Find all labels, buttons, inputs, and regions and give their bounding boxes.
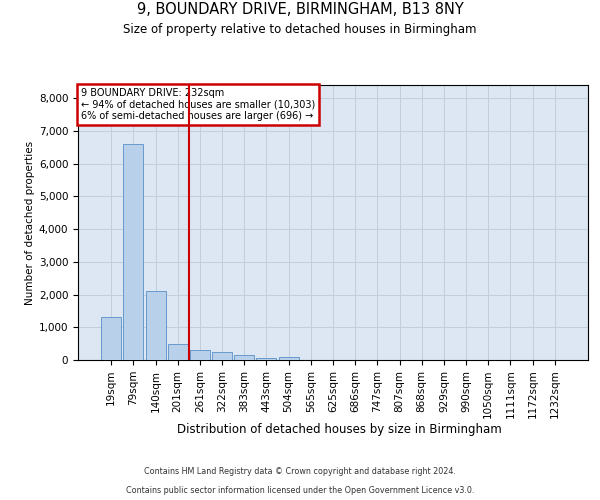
Bar [168,344,188,360]
Y-axis label: Number of detached properties: Number of detached properties [25,140,35,304]
Text: Contains public sector information licensed under the Open Government Licence v3: Contains public sector information licen… [126,486,474,495]
Text: Size of property relative to detached houses in Birmingham: Size of property relative to detached ho… [123,22,477,36]
Bar [234,355,254,360]
Bar [212,352,232,360]
Bar [190,350,210,360]
Text: Distribution of detached houses by size in Birmingham: Distribution of detached houses by size … [176,422,502,436]
Text: Contains HM Land Registry data © Crown copyright and database right 2024.: Contains HM Land Registry data © Crown c… [144,467,456,476]
Text: 9 BOUNDARY DRIVE: 232sqm
← 94% of detached houses are smaller (10,303)
6% of sem: 9 BOUNDARY DRIVE: 232sqm ← 94% of detach… [80,88,315,121]
Bar [278,358,299,360]
Bar [101,318,121,360]
Bar [124,144,143,360]
Bar [146,291,166,360]
Bar [256,358,277,360]
Text: 9, BOUNDARY DRIVE, BIRMINGHAM, B13 8NY: 9, BOUNDARY DRIVE, BIRMINGHAM, B13 8NY [137,2,463,18]
